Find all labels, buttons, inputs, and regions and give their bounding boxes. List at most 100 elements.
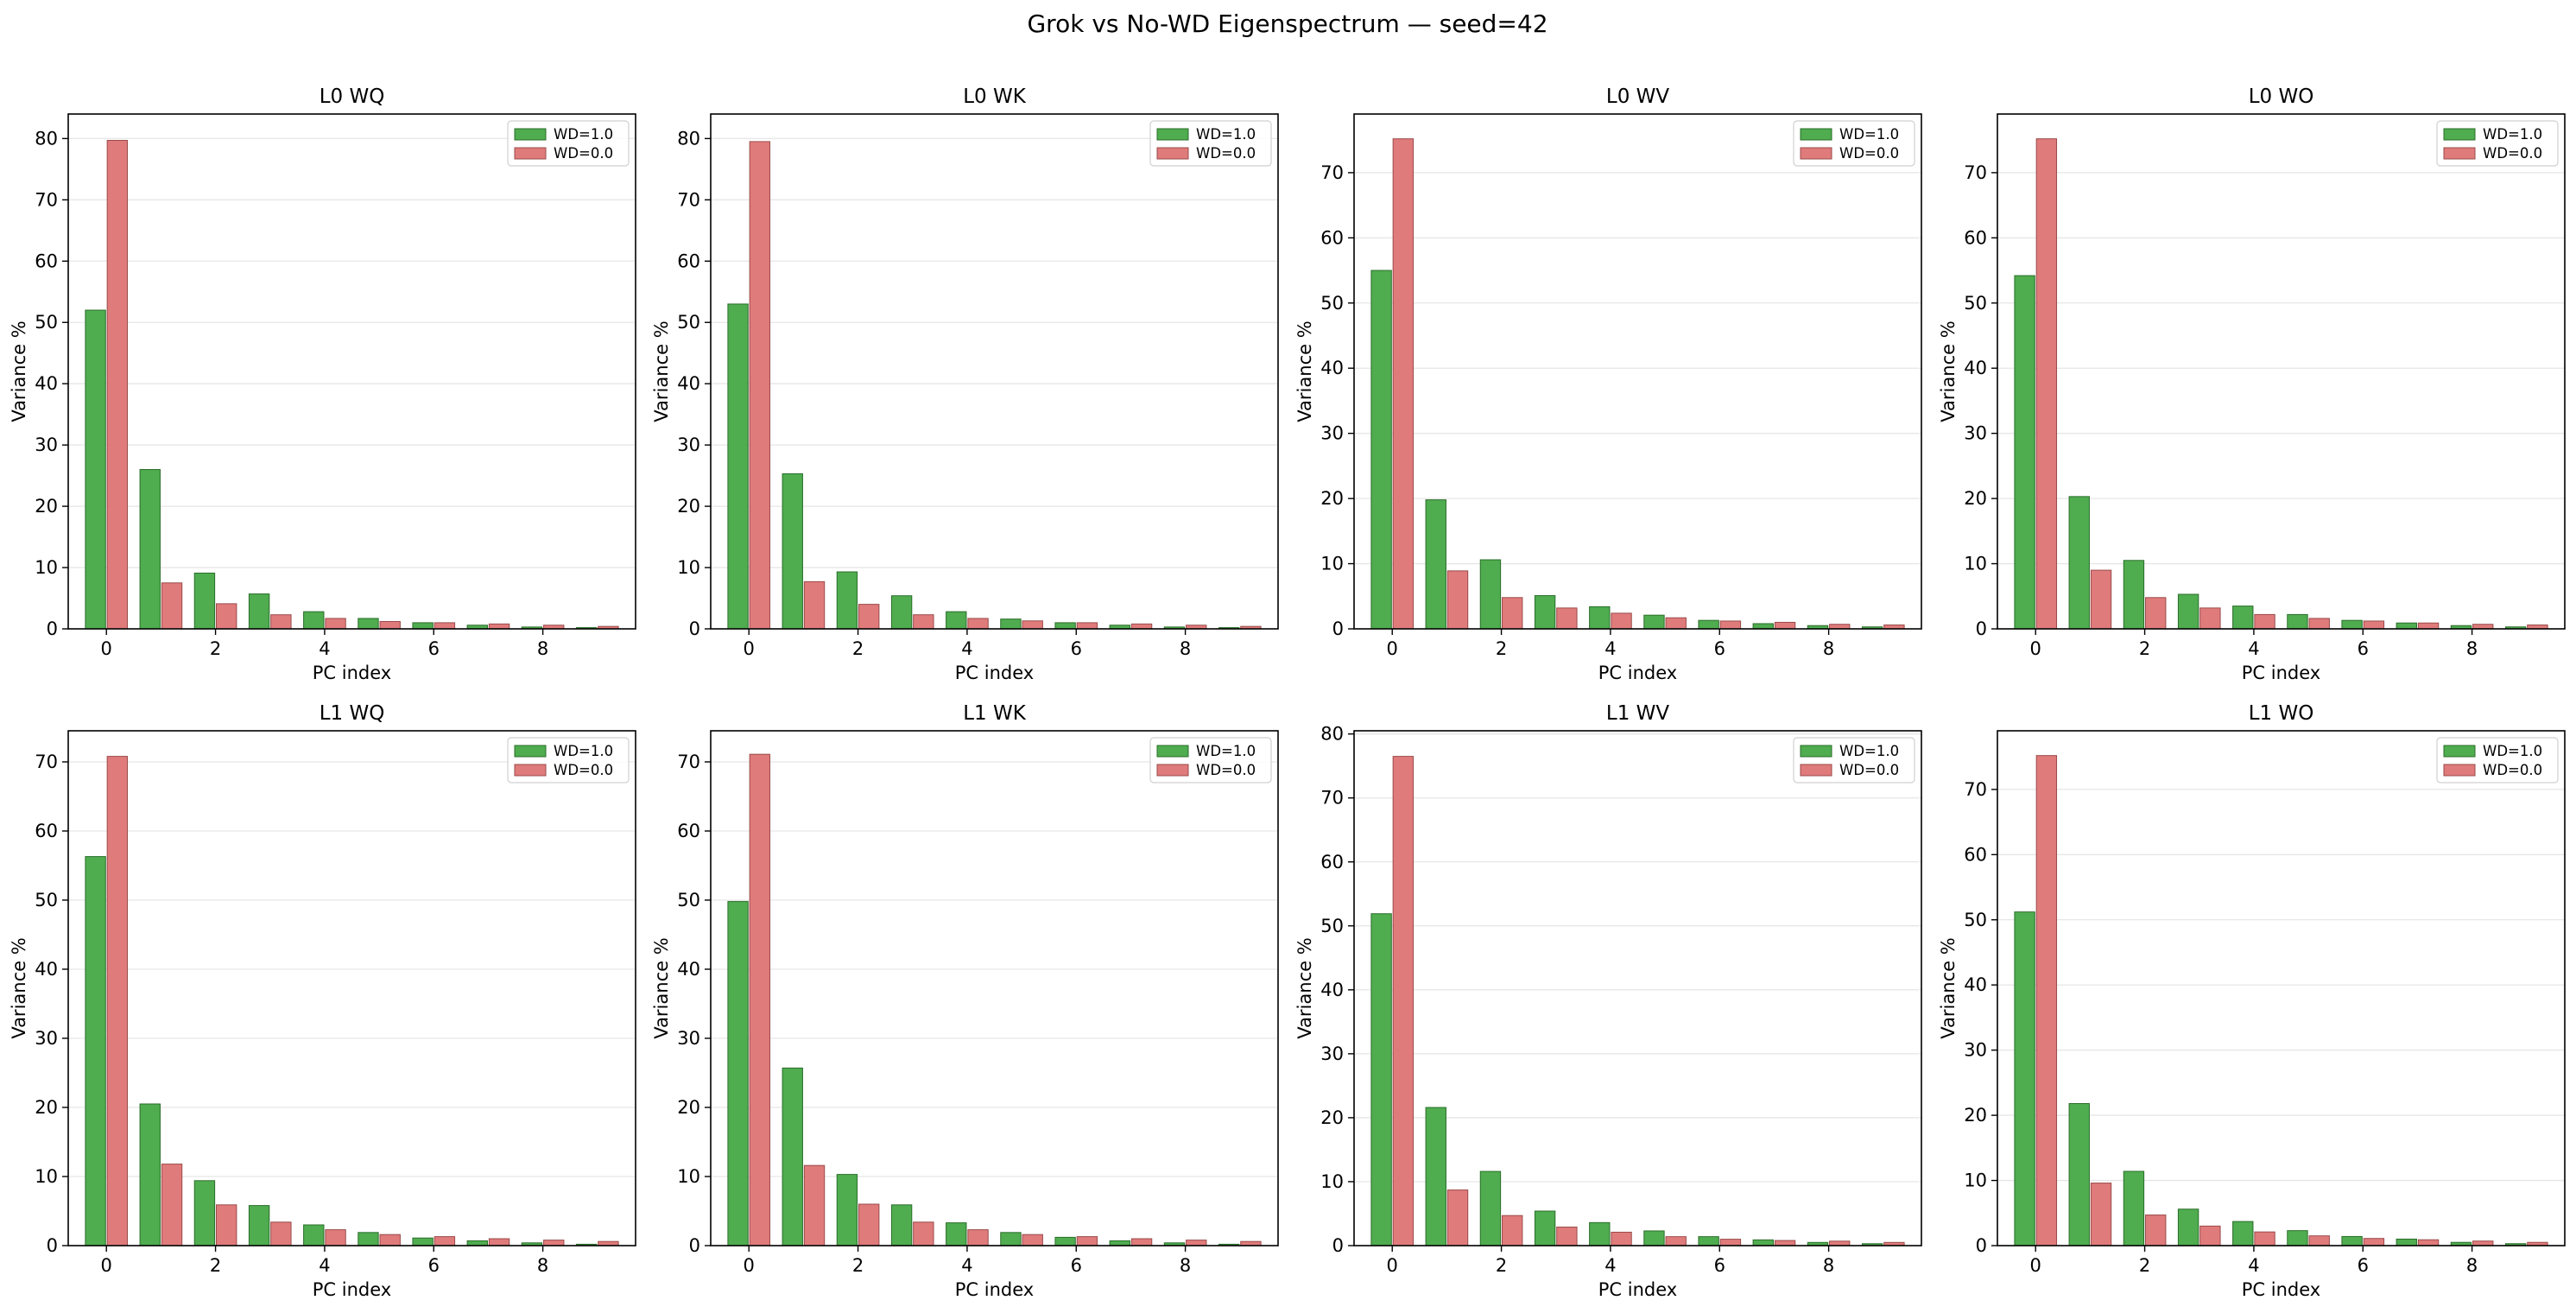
- bar-wd1-pc2: [1479, 1170, 1502, 1246]
- bar-wd0-pc8: [543, 1240, 565, 1246]
- y-tick-label: 20: [1964, 488, 1987, 509]
- y-axis-label: Variance %: [651, 937, 672, 1038]
- y-tick-label: 70: [1320, 162, 1344, 183]
- x-tick-label: 2: [852, 1255, 864, 1276]
- legend-swatch-wd1: [2443, 128, 2476, 141]
- chart-panel: 0 10 20 30 40 50 60 70 80 0 2 4 6 8 L0 WQ PC index Varia…: [9, 86, 636, 683]
- bar-wd0-pc4: [967, 1229, 989, 1246]
- bar-wd0-pc7: [1130, 1238, 1153, 1246]
- y-tick-label: 70: [677, 752, 700, 772]
- x-tick-label: 0: [1387, 1255, 1398, 1276]
- bar-wd0-pc5: [1022, 1234, 1043, 1246]
- y-tick-label: 50: [677, 890, 700, 910]
- bar-wd0-pc0: [1392, 756, 1415, 1246]
- x-tick-label: 6: [428, 1255, 440, 1276]
- panel-title: L1 WK: [963, 702, 1027, 725]
- y-tick-label: 50: [1964, 293, 1987, 314]
- bar-wd0-pc2: [216, 603, 237, 630]
- bar-wd0-pc6: [2363, 620, 2385, 630]
- bar-wd1-pc6: [1054, 622, 1076, 630]
- legend-swatch-wd0: [514, 147, 547, 160]
- bar-wd0-pc2: [858, 1203, 880, 1246]
- bar-wd0-pc4: [325, 1229, 346, 1246]
- bar-wd1-pc1: [139, 1103, 161, 1246]
- chart-panel: 0 10 20 30 40 50 60 70 0 2 4 6 8 L0 WO PC index Varianc…: [1938, 86, 2566, 683]
- bar-wd1-pc7: [2396, 622, 2417, 630]
- y-tick-label: 10: [35, 1166, 58, 1187]
- y-tick-label: 40: [35, 959, 58, 980]
- y-tick-label: 70: [1964, 779, 1987, 800]
- y-tick-label: 60: [677, 251, 700, 271]
- x-tick-label: 8: [537, 1255, 548, 1276]
- bar-wd1-pc1: [2068, 1103, 2090, 1246]
- bar-wd0-pc2: [1502, 597, 1523, 630]
- bar-wd0-pc2: [858, 604, 880, 630]
- bar-wd1-pc4: [946, 1222, 967, 1246]
- x-tick-label: 6: [2358, 1255, 2369, 1276]
- bar-wd0-pc6: [434, 622, 456, 630]
- bar-wd0-pc3: [1556, 607, 1578, 630]
- y-tick-label: 70: [1964, 162, 1987, 183]
- panel-title: L0 WK: [963, 86, 1027, 108]
- y-tick-label: 60: [1964, 844, 1987, 865]
- y-tick-label: 40: [1320, 358, 1344, 378]
- legend-label: WD=1.0: [554, 743, 613, 759]
- x-tick-label: 4: [1604, 638, 1616, 659]
- x-tick-label: 4: [2248, 638, 2259, 659]
- y-tick-label: 10: [1320, 554, 1344, 574]
- y-tick-label: 60: [1320, 227, 1344, 248]
- x-tick-label: 8: [2466, 1255, 2478, 1276]
- x-tick-label: 6: [1714, 638, 1725, 659]
- bar-wd1-pc1: [782, 1067, 803, 1246]
- legend-swatch-wd1: [514, 128, 547, 141]
- x-tick-label: 4: [961, 1255, 972, 1276]
- x-tick-label: 2: [1496, 638, 1507, 659]
- x-axis-label: PC index: [313, 663, 391, 683]
- bar-wd1-pc4: [303, 1224, 325, 1246]
- y-tick-label: 50: [1964, 910, 1987, 930]
- bar-wd1-pc6: [2341, 1235, 2363, 1246]
- bar-wd1-pc5: [358, 1232, 379, 1246]
- bar-wd0-pc4: [325, 618, 346, 630]
- x-tick-label: 2: [210, 638, 221, 659]
- legend-swatch-wd1: [1800, 128, 1832, 141]
- y-tick-label: 20: [1320, 1107, 1344, 1128]
- y-tick-label: 0: [1976, 1235, 1987, 1256]
- bar-wd1-pc3: [1534, 1210, 1556, 1246]
- legend-label: WD=1.0: [2483, 743, 2542, 759]
- legend: WD=1.0 WD=0.0: [1793, 737, 1915, 783]
- y-tick-label: 50: [35, 312, 58, 333]
- bar-wd0-pc6: [1719, 1239, 1742, 1246]
- y-tick-label: 30: [1320, 1043, 1344, 1064]
- x-tick-label: 8: [1823, 638, 1834, 659]
- bar-wd0-pc6: [2363, 1238, 2385, 1246]
- y-tick-label: 70: [35, 189, 58, 210]
- bar-wd0-pc8: [1186, 1240, 1207, 1246]
- y-tick-label: 70: [1320, 788, 1344, 809]
- y-tick-label: 10: [677, 557, 700, 578]
- bar-wd0-pc5: [1022, 620, 1043, 630]
- x-tick-label: 2: [1496, 1255, 1507, 1276]
- bar-wd0-pc4: [2254, 613, 2275, 630]
- legend-swatch-wd0: [1156, 764, 1189, 777]
- x-axis-label: PC index: [955, 1279, 1034, 1300]
- bar-wd0-pc2: [2145, 1215, 2167, 1246]
- legend-swatch-wd0: [1800, 147, 1832, 160]
- bar-wd1-pc4: [2232, 606, 2254, 630]
- bar-wd0-pc5: [1665, 1236, 1687, 1246]
- x-tick-label: 0: [2030, 638, 2041, 659]
- bar-wd1-pc3: [890, 595, 913, 630]
- bar-wd0-pc5: [379, 1234, 401, 1246]
- bar-wd0-pc6: [1076, 622, 1098, 630]
- bar-wd1-pc6: [412, 622, 434, 630]
- y-tick-label: 30: [677, 1028, 700, 1049]
- bar-wd1-pc0: [727, 901, 749, 1246]
- x-tick-label: 8: [1180, 638, 1191, 659]
- chart-panel: 0 10 20 30 40 50 60 70 0 2 4 6 8 L1 WO PC index Varianc…: [1938, 702, 2566, 1300]
- legend-label: WD=1.0: [2483, 126, 2542, 143]
- bar-wd1-pc2: [2123, 560, 2145, 630]
- y-tick-label: 60: [35, 251, 58, 271]
- panel-title: L0 WQ: [320, 86, 385, 108]
